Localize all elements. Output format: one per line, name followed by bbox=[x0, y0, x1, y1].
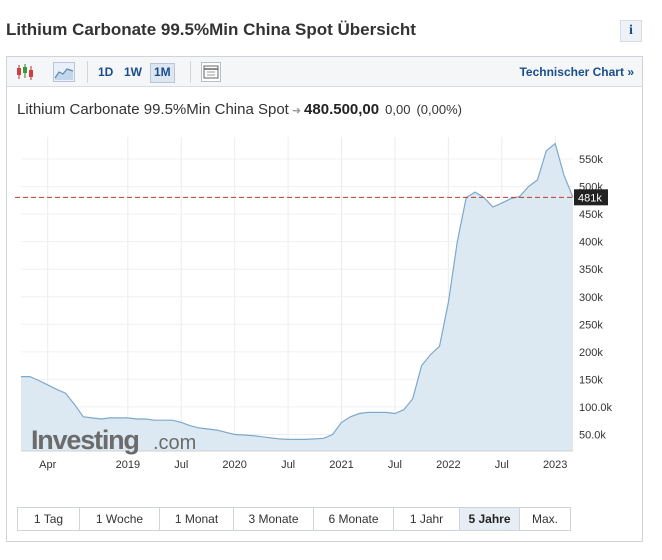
y-tick-label: 100.0k bbox=[579, 402, 613, 414]
y-tick-label: 300k bbox=[579, 292, 603, 304]
x-tick-label: Jul bbox=[281, 459, 295, 471]
candlestick-icon[interactable] bbox=[15, 62, 35, 82]
price-change-percent: (0,00%) bbox=[416, 102, 462, 117]
price-chart[interactable]: 50.0k 100.0k 150k 200k 250k 300k 350k 400k 450k 5… bbox=[7, 57, 642, 497]
x-tick-label: Apr bbox=[39, 459, 56, 471]
range-button-3-monate[interactable]: 3 Monate bbox=[234, 508, 314, 530]
x-tick-label: 2020 bbox=[222, 459, 246, 471]
last-price-tag-label: 481k bbox=[578, 192, 602, 204]
range-button-6-monate[interactable]: 6 Monate bbox=[314, 508, 394, 530]
period-1m[interactable]: 1M bbox=[150, 63, 175, 83]
last-price-tag: 481k bbox=[574, 189, 608, 206]
quote-header: Lithium Carbonate 99.5%Min China Spot ➜ 48… bbox=[17, 101, 462, 118]
range-button-max[interactable]: Max. bbox=[520, 508, 570, 530]
y-tick-label: 150k bbox=[579, 374, 603, 386]
price-change: 0,00 bbox=[385, 102, 411, 117]
period-1d[interactable]: 1D bbox=[98, 65, 114, 79]
watermark-brand: Investing bbox=[31, 425, 139, 455]
period-1w[interactable]: 1W bbox=[124, 65, 142, 79]
y-tick-label: 200k bbox=[579, 347, 603, 359]
range-button-1-monat[interactable]: 1 Monat bbox=[160, 508, 234, 530]
range-button-1-tag[interactable]: 1 Tag bbox=[18, 508, 80, 530]
technical-chart-link[interactable]: Technischer Chart » bbox=[519, 65, 634, 79]
y-tick-label: 350k bbox=[579, 264, 603, 276]
x-tick-label: Jul bbox=[174, 459, 188, 471]
arrow-right-icon: ➜ bbox=[291, 105, 302, 117]
page-title: Lithium Carbonate 99.5%Min China Spot Üb… bbox=[6, 20, 416, 39]
last-price: 480.500,00 bbox=[304, 101, 380, 118]
y-tick-label: 400k bbox=[579, 237, 603, 249]
info-button[interactable]: i bbox=[620, 20, 642, 42]
x-tick-label: 2023 bbox=[543, 459, 567, 471]
chart-toolbar: 1D 1W 1M Technischer Chart » bbox=[7, 57, 642, 87]
y-tick-label: 50.0k bbox=[579, 429, 606, 441]
time-range-selector: 1 Tag 1 Woche 1 Monat 3 Monate 6 Monate 1 Jah… bbox=[17, 507, 571, 531]
x-tick-label: Jul bbox=[388, 459, 402, 471]
y-tick-label: 550k bbox=[579, 154, 603, 166]
y-tick-label: 450k bbox=[579, 209, 603, 221]
x-axis: Apr 2019 Jul 2020 Jul 2021 Jul 2022 Jul 2023 bbox=[21, 450, 573, 471]
watermark-suffix: .com bbox=[153, 432, 196, 454]
investing-watermark: Investing .com bbox=[31, 425, 196, 455]
price-area bbox=[21, 143, 573, 451]
range-button-5-jahre[interactable]: 5 Jahre bbox=[460, 508, 520, 530]
x-tick-label: 2019 bbox=[116, 459, 140, 471]
range-button-1-jahr[interactable]: 1 Jahr bbox=[394, 508, 460, 530]
x-tick-label: Jul bbox=[495, 459, 509, 471]
x-tick-label: 2022 bbox=[436, 459, 460, 471]
chevron-right-icon: » bbox=[627, 65, 634, 79]
instrument-name: Lithium Carbonate 99.5%Min China Spot bbox=[17, 101, 289, 118]
price-line bbox=[21, 142, 574, 440]
y-axis: 50.0k 100.0k 150k 200k 250k 300k 350k 400k 450k 5… bbox=[579, 154, 613, 441]
calendar-icon[interactable] bbox=[201, 62, 221, 82]
last-price-tag-box bbox=[574, 189, 608, 206]
range-button-1-woche[interactable]: 1 Woche bbox=[80, 508, 160, 530]
area-chart-icon[interactable] bbox=[53, 62, 75, 82]
chart-widget: 1D 1W 1M Technischer Chart » Lithium Car… bbox=[6, 56, 643, 542]
x-tick-label: 2021 bbox=[329, 459, 353, 471]
technical-chart-label: Technischer Chart bbox=[519, 65, 624, 79]
y-tick-label: 250k bbox=[579, 319, 603, 331]
